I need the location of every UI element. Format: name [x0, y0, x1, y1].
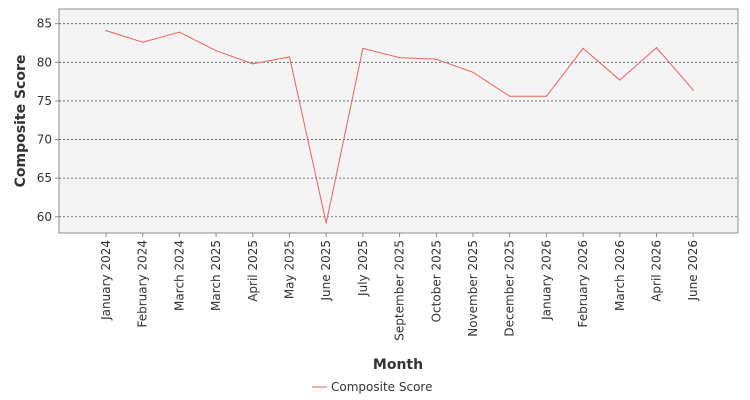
data-point — [362, 47, 364, 49]
y-axis-title: Composite Score — [13, 55, 29, 188]
x-tick-label: February 2026 — [576, 240, 590, 328]
x-tick-label: September 2025 — [393, 240, 407, 341]
data-point — [105, 30, 107, 32]
data-point — [399, 57, 401, 59]
data-point — [325, 222, 327, 224]
x-tick-label: March 2025 — [209, 240, 223, 311]
x-tick-label: January 2026 — [539, 240, 553, 321]
data-point — [142, 41, 144, 43]
x-tick-label: April 2026 — [650, 240, 664, 302]
data-point — [509, 95, 511, 97]
data-point — [435, 58, 437, 60]
x-tick-label: March 2026 — [613, 240, 627, 311]
x-tick-label: October 2025 — [429, 240, 443, 322]
x-tick-label: June 2025 — [319, 240, 333, 302]
data-point — [288, 56, 291, 58]
x-tick-label: January 2024 — [99, 240, 113, 321]
x-tick-label: May 2025 — [283, 240, 297, 299]
x-axis-title: Month — [373, 357, 423, 373]
x-tick-label: July 2025 — [356, 240, 370, 297]
y-tick-label: 80 — [37, 55, 52, 69]
x-axis-ticks: January 2024 February 2024 March 2024 March… — [99, 233, 700, 341]
data-point — [252, 63, 254, 65]
data-point — [472, 71, 474, 73]
x-tick-label: December 2025 — [503, 240, 517, 337]
data-point — [619, 79, 621, 81]
y-axis-ticks: 60 65 70 75 80 85 — [37, 17, 59, 224]
y-tick-label: 60 — [37, 210, 52, 224]
x-tick-label: March 2024 — [172, 240, 186, 311]
legend-label: Composite Score — [331, 380, 432, 394]
x-tick-label: February 2024 — [136, 240, 150, 328]
y-tick-label: 75 — [37, 94, 52, 108]
data-point — [178, 31, 180, 33]
data-point — [692, 89, 694, 91]
x-tick-label: April 2025 — [246, 240, 260, 302]
series-layer — [105, 30, 694, 224]
data-point — [655, 47, 658, 49]
legend: Composite Score — [312, 380, 432, 394]
y-tick-label: 85 — [37, 17, 52, 31]
data-point — [215, 50, 217, 52]
x-tick-label: June 2026 — [686, 240, 700, 302]
gridlines — [59, 23, 738, 218]
plot-background — [58, 8, 739, 234]
data-point — [545, 95, 548, 97]
y-tick-label: 70 — [37, 133, 52, 147]
y-tick-label: 65 — [37, 171, 52, 185]
data-point — [582, 47, 584, 49]
x-tick-label: November 2025 — [466, 240, 480, 337]
